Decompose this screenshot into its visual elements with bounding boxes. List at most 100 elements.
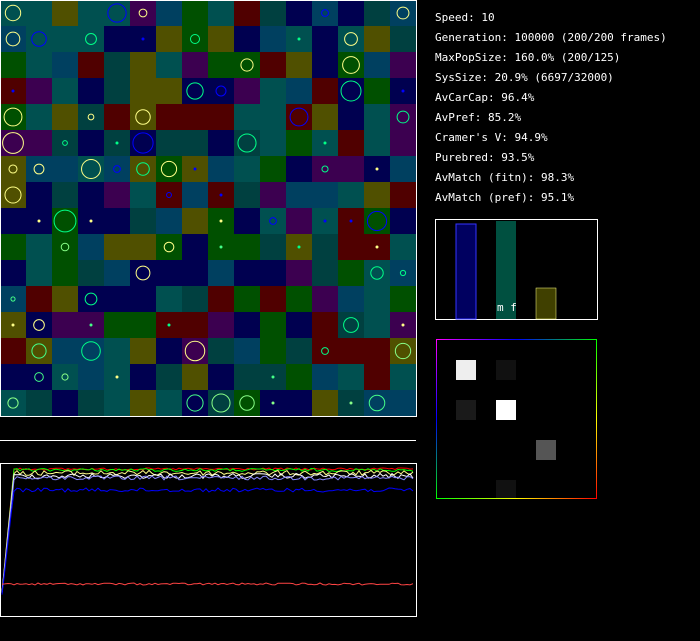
stat-line: SysSize: 20.9% (6697/32000) bbox=[435, 71, 614, 84]
stat-line: AvMatch (pref): 95.1% bbox=[435, 191, 574, 204]
cell bbox=[390, 286, 416, 312]
cell bbox=[26, 234, 52, 260]
cell bbox=[156, 286, 182, 312]
agent bbox=[89, 323, 93, 327]
cell bbox=[364, 52, 390, 78]
cell bbox=[0, 52, 26, 78]
agent bbox=[132, 132, 154, 154]
cell bbox=[312, 0, 338, 26]
cell bbox=[130, 0, 156, 26]
cell bbox=[234, 260, 260, 286]
agent bbox=[289, 107, 309, 127]
cell bbox=[0, 182, 26, 208]
cell bbox=[260, 208, 286, 234]
agent bbox=[167, 323, 171, 327]
cell bbox=[130, 156, 156, 182]
agent bbox=[53, 209, 77, 233]
cell bbox=[52, 156, 78, 182]
agent bbox=[163, 241, 175, 253]
cell bbox=[364, 182, 390, 208]
agent bbox=[219, 245, 223, 249]
agent bbox=[160, 160, 178, 178]
agent bbox=[31, 31, 47, 47]
cell bbox=[182, 0, 208, 26]
agent bbox=[396, 110, 410, 124]
cell bbox=[286, 338, 312, 364]
agent bbox=[4, 4, 22, 22]
agent bbox=[297, 245, 301, 249]
cell bbox=[78, 78, 104, 104]
agent bbox=[368, 394, 386, 412]
agent bbox=[321, 347, 329, 355]
agent bbox=[37, 219, 41, 223]
agent bbox=[81, 159, 101, 179]
grid-border bbox=[0, 0, 417, 417]
cell bbox=[130, 234, 156, 260]
cell bbox=[338, 364, 364, 390]
cell bbox=[104, 182, 130, 208]
agent bbox=[323, 141, 327, 145]
cell bbox=[260, 52, 286, 78]
cell bbox=[78, 338, 104, 364]
cell bbox=[26, 182, 52, 208]
agent bbox=[342, 56, 360, 74]
cell bbox=[260, 260, 286, 286]
cell bbox=[364, 26, 390, 52]
agent bbox=[343, 317, 359, 333]
graph-line bbox=[1, 487, 414, 595]
cell bbox=[338, 286, 364, 312]
cell bbox=[364, 338, 390, 364]
cell bbox=[104, 52, 130, 78]
bar bbox=[496, 221, 516, 319]
matrix-cell bbox=[496, 400, 516, 420]
cell bbox=[286, 130, 312, 156]
agent bbox=[366, 210, 388, 232]
agent bbox=[349, 401, 353, 405]
cell bbox=[182, 364, 208, 390]
agent bbox=[81, 341, 101, 361]
agent bbox=[33, 319, 45, 331]
cell bbox=[26, 390, 52, 416]
cell bbox=[390, 0, 416, 26]
cell bbox=[182, 208, 208, 234]
bar-panel bbox=[435, 219, 598, 320]
cell bbox=[312, 52, 338, 78]
cell bbox=[52, 78, 78, 104]
stat-line: MaxPopSize: 160.0% (200/125) bbox=[435, 51, 620, 64]
agent bbox=[62, 140, 68, 146]
agent bbox=[115, 141, 119, 145]
cell bbox=[0, 286, 26, 312]
cell bbox=[182, 78, 208, 104]
world-grid bbox=[0, 0, 416, 416]
cell bbox=[104, 104, 130, 130]
cell bbox=[312, 156, 338, 182]
cell bbox=[104, 156, 130, 182]
stats: Speed: 10 Generation: 100000 (200/200 fra… bbox=[435, 11, 667, 204]
cell bbox=[156, 234, 182, 260]
cell bbox=[52, 234, 78, 260]
agent bbox=[8, 164, 18, 174]
agent bbox=[7, 397, 19, 409]
cell bbox=[182, 286, 208, 312]
cell bbox=[182, 260, 208, 286]
cell bbox=[52, 338, 78, 364]
cell bbox=[260, 78, 286, 104]
agent bbox=[375, 245, 379, 249]
agent bbox=[321, 9, 329, 17]
cell bbox=[312, 338, 338, 364]
cell bbox=[234, 26, 260, 52]
agent bbox=[2, 132, 24, 154]
cell bbox=[52, 104, 78, 130]
cell bbox=[338, 130, 364, 156]
graph-lines bbox=[1, 467, 414, 595]
cell bbox=[78, 390, 104, 416]
cell bbox=[364, 312, 390, 338]
cell bbox=[104, 286, 130, 312]
cell bbox=[338, 104, 364, 130]
cell bbox=[234, 78, 260, 104]
cell bbox=[390, 208, 416, 234]
cell bbox=[390, 104, 416, 130]
cell bbox=[208, 0, 234, 26]
cell bbox=[78, 364, 104, 390]
